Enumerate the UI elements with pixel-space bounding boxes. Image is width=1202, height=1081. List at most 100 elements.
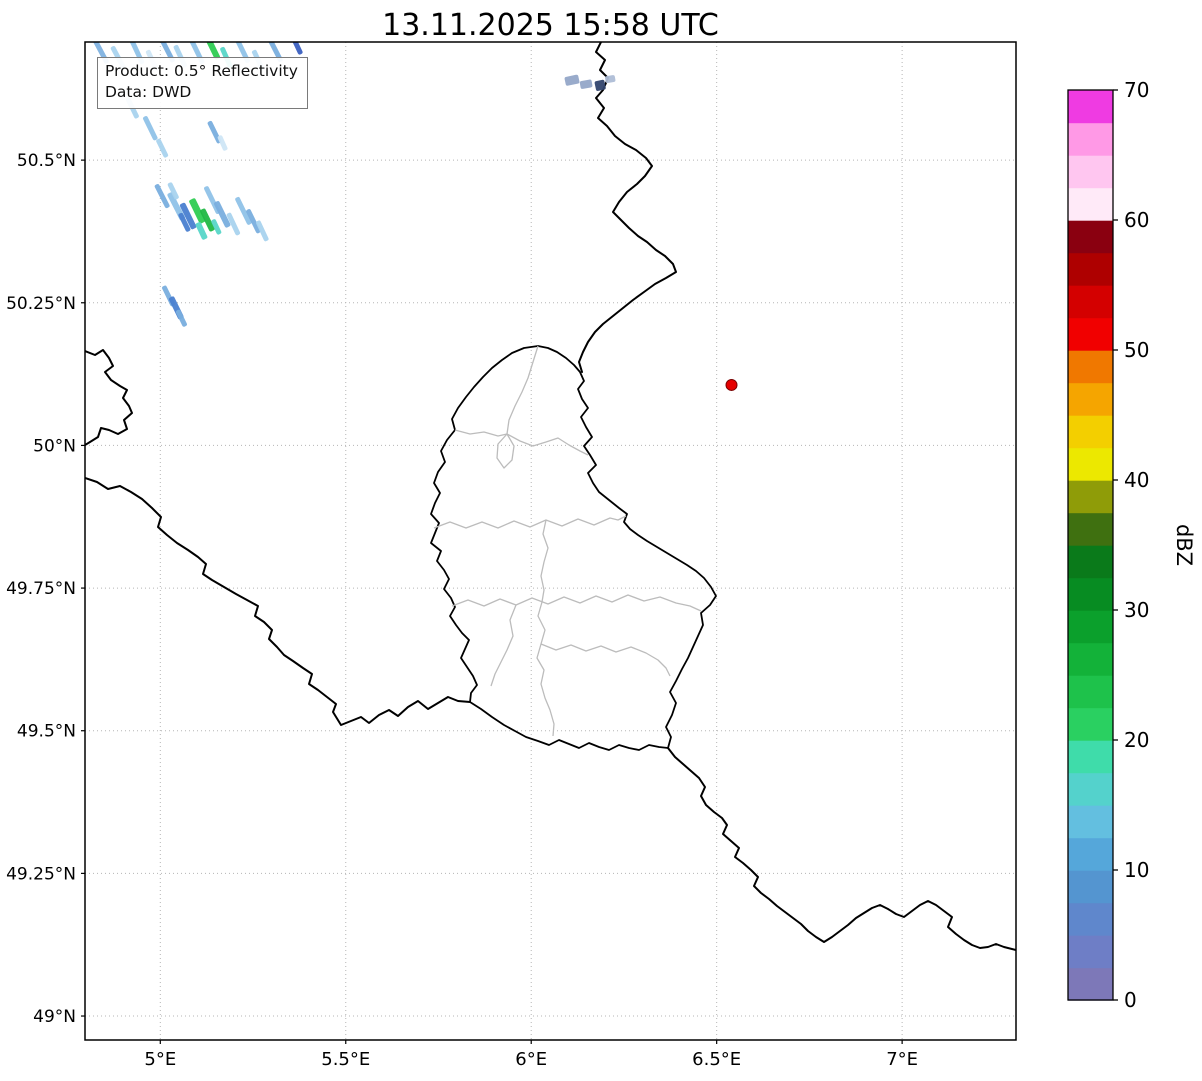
radar-echo [154,184,170,209]
radar-echo [234,42,250,63]
colorbar-tick-label: 60 [1124,208,1149,232]
product-info-box: Product: 0.5° Reflectivity Data: DWD [97,57,308,109]
x-axis-tick-label: 6.5°E [692,1049,741,1070]
border-luxembourg-outline [430,345,717,751]
colorbar-tick-label: 70 [1124,78,1149,102]
radar-echo [126,42,145,65]
colorbar-band [1068,480,1113,514]
radar-echo [178,212,191,232]
figure-title: 13.11.2025 15:58 UTC [382,8,719,43]
canton-border [451,594,702,612]
colorbar-band [1068,642,1113,676]
radar-echo [211,219,222,235]
colorbar-axis-label: dBZ [1172,524,1196,566]
radar-echo [594,79,606,91]
radar-echo [175,309,187,327]
colorbar-band [1068,122,1113,156]
colorbar-band [1068,187,1113,221]
luxembourg-canton-borders [433,345,702,737]
colorbar-tick-label: 50 [1124,338,1149,362]
colorbar-band [1068,740,1113,774]
canton-border [536,601,555,737]
colorbar-band [1068,350,1113,384]
radar-echo [564,74,580,86]
map-frame [84,41,1017,1041]
y-axis-tick-label: 49°N [33,1007,76,1027]
canton-border [433,515,627,529]
radar-echo [188,42,205,64]
radar-site-marker-layer [725,378,738,391]
border-belgium-germany [578,42,677,373]
border-france-givet-salient [85,349,133,446]
colorbar-band [1068,285,1113,319]
colorbar-band [1068,837,1113,871]
radar-echo [189,198,206,224]
canton-border [490,604,517,687]
radar-site-marker [725,378,738,391]
radar-echo [256,220,269,242]
radar-echo [143,116,158,141]
y-axis-tick-label: 49.5°N [17,722,76,742]
radar-echo [605,75,616,84]
y-axis-tick-label: 49.75°N [6,579,76,599]
axis-tick-labels: 5°E 5.5°E 6°E 6.5°E 7°E 49°N 49.25°N 49.5°N 49.7… [6,151,918,1070]
colorbar-band [1068,902,1113,936]
map-background [85,42,1016,1040]
colorbar-frame [1067,89,1114,1001]
y-axis-tick-label: 49.25°N [6,864,76,884]
radar-echo [217,135,228,151]
y-axis-tick-label: 50°N [33,436,76,456]
colorbar-band [1068,577,1113,611]
colorbar-tick-label: 30 [1124,598,1149,622]
radar-echo [291,42,303,55]
radar-echo [214,201,231,228]
radar-echo [156,138,169,158]
radar-echo [579,79,593,89]
canton-border [454,429,589,456]
colorbar-band [1068,870,1113,904]
colorbar-band [1068,772,1113,806]
radar-echo [91,42,109,64]
radar-echo [179,202,197,230]
y-axis-tick-label: 50.5°N [17,151,76,171]
radar-echo [226,212,241,236]
radar-echo [167,182,179,200]
colorbar-band [1068,415,1113,449]
colorbar-band [1068,935,1113,969]
colorbar-band [1068,610,1113,644]
radar-echo [204,42,220,60]
colorbar-band [1068,707,1113,741]
colorbar: 0 10 20 30 40 50 60 70 dBZ [1067,78,1196,1012]
canton-border [496,433,515,469]
colorbar-band [1068,447,1113,481]
y-axis-tick-label: 50.25°N [6,294,76,314]
x-axis-tick-label: 5.5°E [321,1049,370,1070]
colorbar-band [1068,967,1113,1001]
radar-echo [235,196,252,225]
map-layers [85,42,1016,951]
radar-echo [200,208,215,232]
colorbar-band [1068,252,1113,286]
canton-border [540,643,671,677]
colorbar-band [1068,155,1113,189]
canton-border [506,345,539,435]
colorbar-band [1068,805,1113,839]
country-borders [85,42,1016,951]
colorbar-band [1068,220,1113,254]
radar-echo [267,42,283,63]
axis-ticks [81,159,903,1044]
radar-echo [246,209,261,234]
colorbar-tick-label: 40 [1124,468,1149,492]
canton-border [540,519,549,603]
radar-echo [155,42,175,63]
x-axis-tick-label: 7°E [886,1049,918,1070]
colorbar-tick-label: 20 [1124,728,1149,752]
border-belgium-france [85,477,471,726]
x-axis-tick-label: 6°E [515,1049,547,1070]
product-info-line2: Data: DWD [105,83,192,102]
colorbar-band [1068,317,1113,351]
colorbar-tick-label: 10 [1124,858,1149,882]
product-info-line1: Product: 0.5° Reflectivity [105,62,298,80]
colorbar-tick-label: 0 [1124,988,1137,1012]
